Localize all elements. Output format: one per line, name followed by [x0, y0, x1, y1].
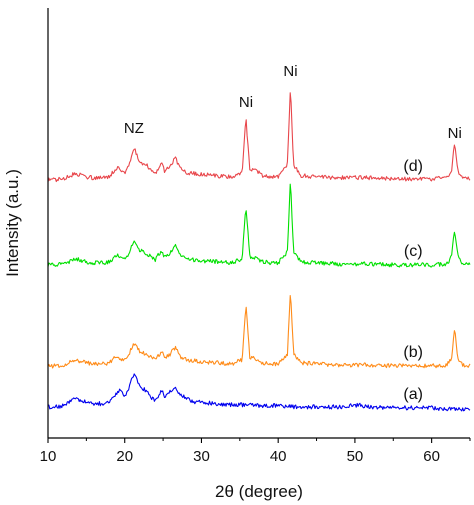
series-label-a: (a) [403, 386, 423, 403]
plot-area [48, 8, 470, 438]
series-layer [47, 92, 471, 412]
series-label-b: (b) [403, 344, 423, 361]
peak-annotation-ni-1: Ni [239, 94, 253, 111]
x-tick-label-60: 60 [423, 448, 440, 465]
series-line-d [47, 92, 471, 183]
x-tick-label-10: 10 [40, 448, 57, 465]
series-label-c: (c) [404, 243, 423, 260]
x-tick-label-40: 40 [270, 448, 287, 465]
series-line-c [47, 183, 471, 268]
labels-layer: (a) (b) (c) (d) NZ Ni Ni Ni [124, 63, 462, 403]
peak-annotation-ni-3: Ni [448, 125, 462, 142]
series-label-d: (d) [403, 158, 423, 175]
x-tick-label-50: 50 [347, 448, 364, 465]
peak-annotation-ni-2: Ni [283, 63, 297, 80]
peak-annotation-nz-0: NZ [124, 120, 144, 137]
x-tick-label-20: 20 [116, 448, 133, 465]
series-line-a [47, 373, 471, 412]
series-line-b [47, 295, 471, 369]
x-axis-ticks: 10 20 30 40 50 60 [40, 438, 471, 465]
x-tick-label-30: 30 [193, 448, 210, 465]
x-axis-title: 2θ (degree) [215, 482, 303, 501]
y-axis-title: Intensity (a.u.) [3, 169, 22, 277]
